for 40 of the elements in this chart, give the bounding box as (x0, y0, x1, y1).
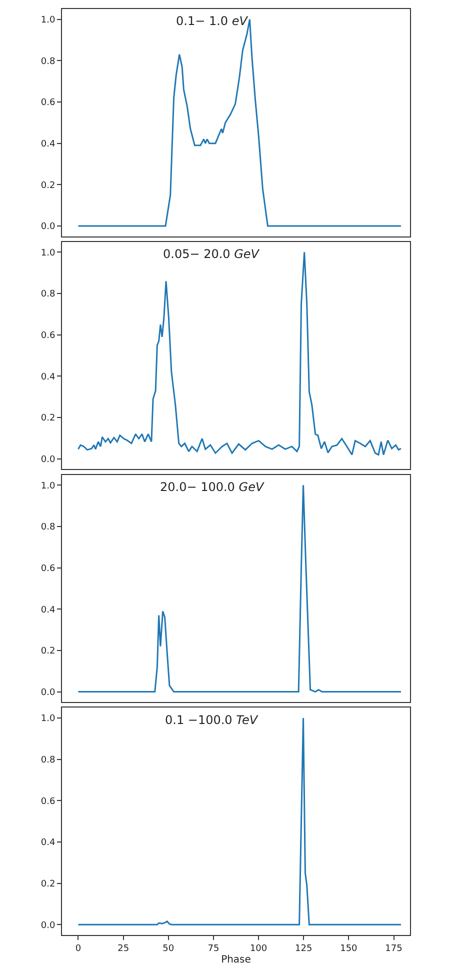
y-tick-label: 0.8 (40, 290, 56, 300)
y-tick-label: 0.4 (40, 838, 56, 848)
y-tick-label: 0.4 (40, 372, 56, 382)
line-series (77, 251, 402, 456)
y-tick-label: 0.6 (40, 98, 56, 108)
y-tick-label: 0.8 (40, 522, 56, 533)
y-tick-label: 0.8 (40, 56, 56, 67)
y-tick-label: 0.8 (40, 755, 56, 766)
y-tick-label: 0.2 (40, 180, 56, 191)
x-tick-label: 125 (295, 944, 312, 954)
text: 0.05− 20.0 GeV (163, 247, 260, 261)
y-tick-label: 0.0 (40, 455, 56, 466)
y-tick-label: 1.0 (40, 15, 56, 26)
y-tick-label: 1.0 (40, 714, 56, 724)
y-tick-label: 0.4 (40, 139, 56, 150)
y-tick-label: 0.0 (40, 222, 56, 232)
y-tick-label: 0.0 (40, 920, 56, 931)
y-tick-label: 0.2 (40, 879, 56, 890)
y-tick-label: 0.2 (40, 646, 56, 657)
y-tick-label: 1.0 (40, 481, 56, 492)
x-tick-label: 75 (208, 944, 220, 954)
text: 0.1− 1.0 eV (176, 14, 248, 28)
y-tick-label: 0.4 (40, 605, 56, 616)
x-tick-label: 50 (162, 944, 174, 954)
x-tick-label: 25 (118, 944, 130, 954)
x-tick-label: 175 (385, 944, 402, 954)
x-tick-label: 0 (75, 944, 82, 954)
text: 0.1 −100.0 TeV (165, 713, 258, 727)
line-series (77, 484, 402, 693)
x-tick-label: 150 (340, 944, 358, 954)
x-tick-label: 100 (250, 944, 268, 954)
text: 20.0− 100.0 GeV (160, 480, 264, 494)
y-tick-label: 0.6 (40, 564, 56, 574)
y-tick-label: 1.0 (40, 248, 56, 258)
y-tick-label: 0.6 (40, 796, 56, 807)
y-tick-label: 0.0 (40, 688, 56, 698)
y-tick-label: 0.6 (40, 331, 56, 342)
y-tick-label: 0.2 (40, 414, 56, 424)
line-series (77, 717, 402, 926)
x-axis-title: Phase (221, 954, 251, 966)
